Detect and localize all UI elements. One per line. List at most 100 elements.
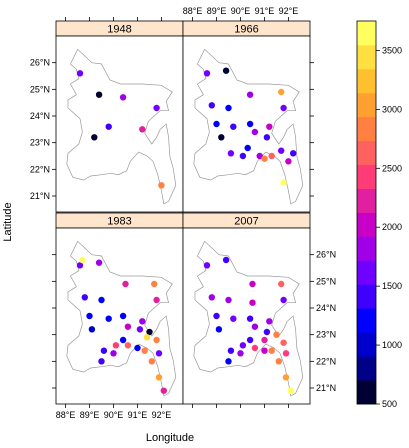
station-point [86, 312, 93, 320]
station-point [208, 294, 215, 301]
colorbar-segment [357, 140, 376, 166]
station-point [227, 150, 235, 157]
station-point [273, 331, 280, 338]
y-tick-label: 23°N [30, 138, 50, 148]
y-tick-label: 23°N [316, 330, 336, 340]
y-tick-label: 22°N [316, 356, 336, 366]
station-point [105, 315, 112, 322]
station-point [155, 350, 163, 357]
y-tick-label: 24°N [30, 111, 50, 121]
colorbar: 500 1000 1500 2000 2500 3000 3500 [356, 20, 402, 409]
colorbar-tick-label: 1000 [382, 340, 402, 350]
station-point [134, 344, 141, 352]
station-point [249, 280, 256, 288]
station-point [95, 259, 103, 266]
station-point [136, 326, 144, 333]
y-tick-label: 21°N [30, 191, 50, 201]
panel-plot-area [182, 35, 311, 213]
station-point [287, 387, 294, 394]
panel-2007: 2007 [182, 212, 311, 405]
station-point [280, 339, 287, 346]
station-point [251, 128, 259, 136]
colorbar-segment [357, 188, 376, 213]
station-point [141, 347, 148, 354]
station-point [225, 104, 232, 112]
station-point [153, 296, 160, 304]
station-point [280, 296, 287, 304]
station-point [246, 91, 254, 98]
station-point [100, 347, 108, 354]
station-point [246, 315, 254, 322]
colorbar-tick-label: 1500 [382, 281, 402, 291]
station-point [105, 123, 112, 130]
panel-plot-area [55, 227, 184, 405]
panels-group: 1948 1966 1983 2007 [55, 20, 311, 405]
station-point [124, 342, 132, 349]
y-axis-label: Latitude [2, 202, 14, 241]
station-point [275, 358, 282, 365]
colorbar-tick-label: 3000 [382, 104, 402, 114]
station-point [280, 179, 287, 186]
colorbar-segment [357, 44, 376, 70]
colorbar-tick-label: 500 [382, 399, 397, 409]
x-tick-label: 88°E [183, 6, 203, 16]
x-tick-label: 92°E [279, 6, 299, 16]
colorbar-segment [357, 308, 376, 333]
station-point [213, 312, 220, 320]
station-point [119, 336, 127, 344]
station-point [213, 120, 220, 128]
panel-plot-area [182, 227, 311, 405]
station-point [98, 296, 105, 304]
y-tick-label: 26°N [316, 250, 336, 260]
station-point [239, 342, 247, 349]
station-point [261, 155, 268, 162]
station-point [249, 299, 256, 306]
colorbar-segment [357, 260, 376, 285]
station-point [278, 147, 285, 154]
colorbar-segment [357, 284, 376, 309]
y-tick-label: 22°N [30, 164, 50, 174]
axes-group: 88°E 89°E 90°E 91°E 92°E 88°E 89°E 90°E 91°E 92°E… [30, 6, 336, 420]
station-point [222, 256, 230, 264]
panel-title: 2007 [234, 216, 258, 228]
station-point [155, 374, 163, 381]
station-point [160, 387, 167, 394]
colorbar-segment [357, 212, 376, 237]
colorbar-tick-label: 2000 [382, 222, 402, 232]
station-point [208, 102, 215, 109]
colorbar-tick-label: 3500 [382, 45, 402, 55]
x-tick-label: 91°E [255, 6, 275, 16]
station-point [88, 326, 96, 333]
station-point [124, 323, 132, 330]
station-point [230, 315, 237, 322]
station-point [246, 120, 254, 128]
station-point [282, 374, 290, 381]
station-point [122, 280, 129, 288]
colorbar-segment [357, 356, 376, 381]
colorbar-frame [356, 20, 377, 405]
station-point [98, 358, 105, 365]
panel-1983: 1983 [55, 212, 184, 405]
station-point [237, 350, 244, 357]
panel-title: 1948 [107, 24, 131, 36]
colorbar-segment [357, 68, 376, 94]
station-point [261, 336, 268, 344]
station-point [110, 350, 117, 357]
station-point [263, 134, 271, 141]
colorbar-segment [357, 21, 376, 46]
station-point [143, 334, 151, 341]
station-point [148, 358, 155, 365]
colorbar-segment [357, 92, 376, 118]
country-outline [193, 240, 304, 397]
station-point [280, 104, 287, 112]
station-point [285, 158, 292, 165]
station-point [282, 350, 290, 357]
station-point [81, 294, 89, 301]
x-tick-label: 90°E [231, 6, 251, 16]
station-point [215, 326, 223, 333]
station-point [261, 347, 268, 354]
station-point [112, 342, 120, 349]
station-point [278, 88, 285, 96]
station-point [79, 256, 86, 264]
station-point [239, 152, 247, 160]
